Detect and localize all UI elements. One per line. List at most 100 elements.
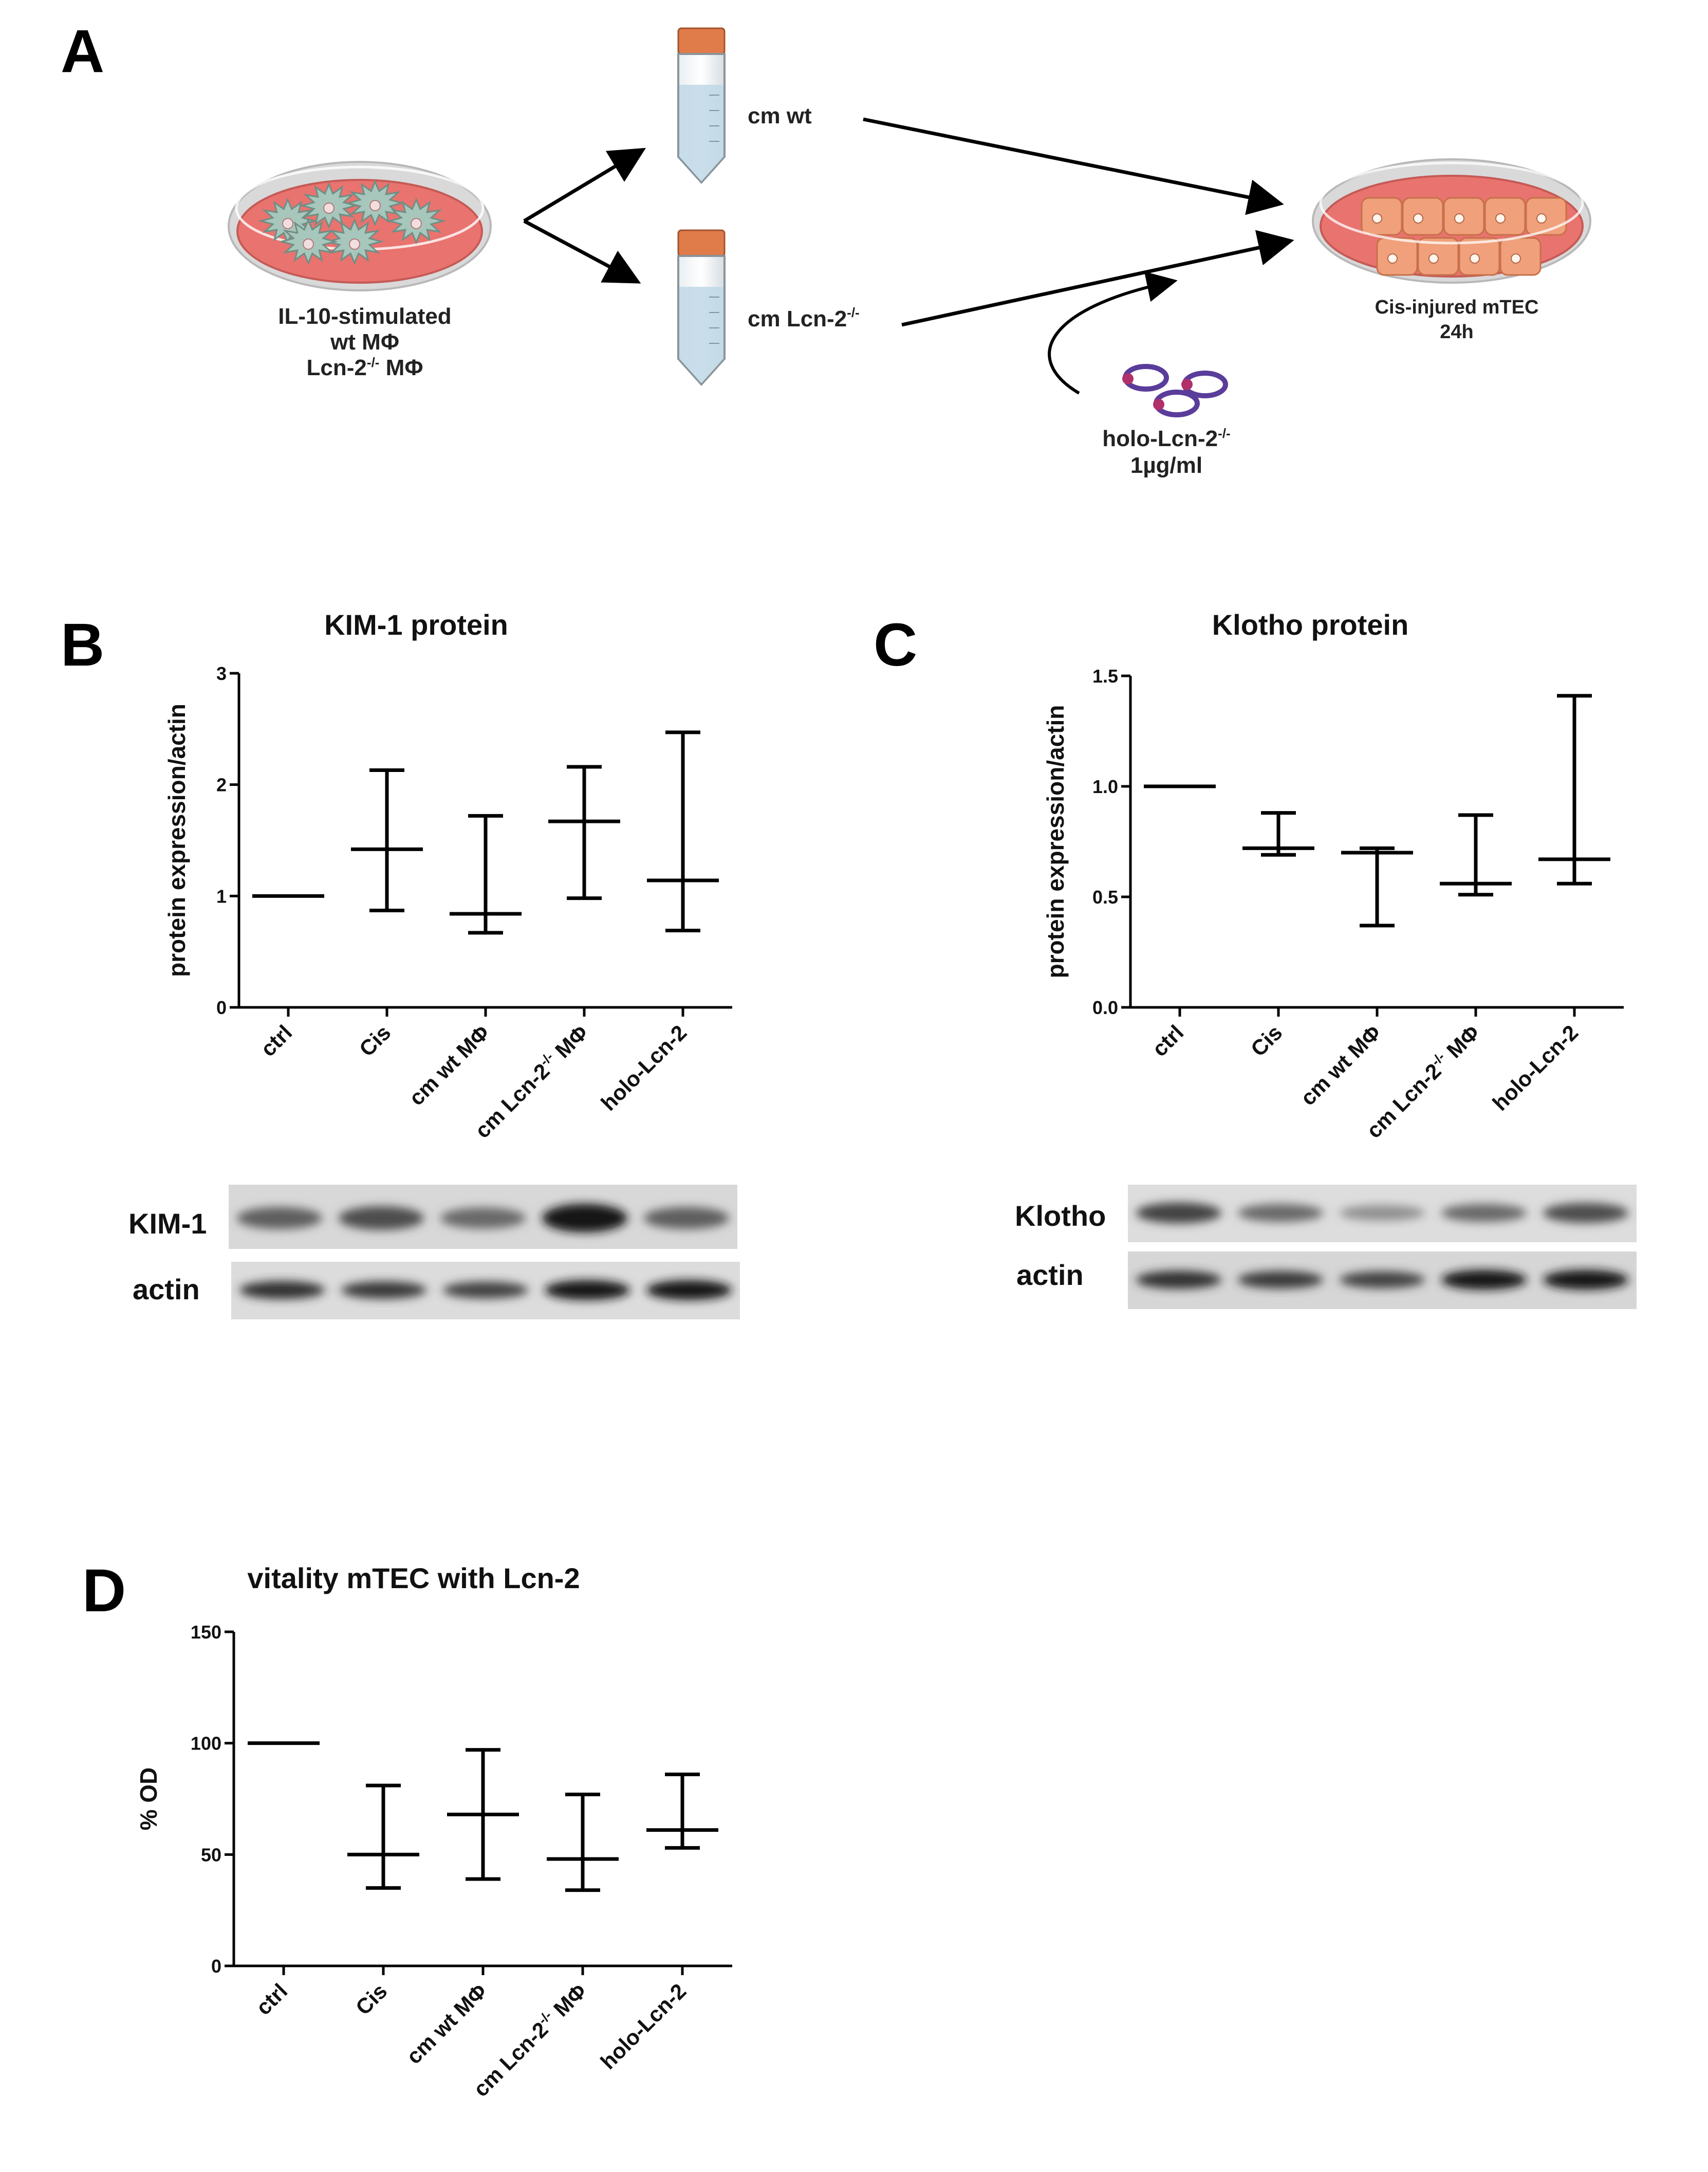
blot-kim1-actin-label: actin (133, 1273, 200, 1305)
panel-letter-b: B (61, 611, 104, 679)
y-tick-label: 3 (216, 663, 227, 684)
macrophage-label-line2: wt MΦ (330, 329, 399, 355)
y-tick-label: 1 (216, 886, 227, 907)
arrow-to-cm-wt (523, 148, 646, 223)
panel-letter-a: A (61, 17, 104, 85)
mtec-nucleus (1387, 253, 1398, 264)
blot-klotho-actin-band (1441, 1269, 1527, 1290)
y-axis-label: protein expression/actin (1042, 705, 1069, 979)
blot-klotho: Klotho actin (1015, 1185, 1637, 1309)
mtec-nucleus (1511, 253, 1521, 264)
y-tick-label: 1.0 (1092, 776, 1118, 797)
mtec-cells (1361, 197, 1567, 276)
y-tick-label: 0.5 (1092, 887, 1118, 908)
panel-letter-c: C (874, 611, 917, 679)
y-tick-label: 0 (211, 1956, 221, 1977)
blot-klotho-bands (1136, 1202, 1629, 1290)
macrophage-nucleus (303, 238, 314, 250)
x-tick-label: holo-Lcn-2 (596, 1979, 691, 2074)
macrophage-label-line1: IL-10-stimulated (278, 304, 451, 329)
chart-klotho: Klotho protein protein expression/actin 0.… (1042, 609, 1624, 1143)
blot-klotho-actin-band (1543, 1269, 1629, 1290)
blot-klotho-actin-band (1237, 1271, 1324, 1289)
x-tick-label: Cis (355, 1020, 395, 1061)
x-tick-label: cm wt MΦ (402, 1979, 492, 2069)
y-tick-label: 50 (201, 1844, 221, 1865)
blot-klotho-label: Klotho (1015, 1200, 1106, 1232)
blot-kim1: KIM-1 actin (128, 1185, 740, 1319)
macrophage-cells (258, 179, 446, 265)
x-tick-label: cm wt MΦ (1296, 1020, 1386, 1110)
blot-klotho-actin-band (1136, 1271, 1222, 1289)
mtec-nucleus (1413, 213, 1423, 224)
macrophage-label-line3: Lcn-2-/- MΦ (307, 355, 423, 380)
panel-a: A IL-10-stimulated wt MΦ Lcn-2-/- MΦ cm … (61, 17, 1591, 478)
blot-kim1-band (236, 1207, 323, 1229)
blot-kim1-actin-band (341, 1281, 427, 1299)
macrophage-dish (228, 161, 492, 291)
x-tick-label: holo-Lcn-2 (1488, 1020, 1583, 1115)
mtec-nucleus (1428, 253, 1439, 264)
blot-klotho-band (1441, 1204, 1527, 1222)
mtec-nucleus (1454, 213, 1464, 224)
blot-kim1-band (338, 1206, 424, 1230)
macrophage-nucleus (349, 238, 360, 250)
blot-klotho-band (1136, 1202, 1222, 1224)
blot-kim1-actin-band (239, 1281, 325, 1299)
macrophage-nucleus (323, 203, 335, 214)
chart-title: Klotho protein (1212, 609, 1409, 641)
panel-letter-d: D (82, 1557, 126, 1625)
y-tick-label: 0 (216, 997, 227, 1018)
x-tick-label: holo-Lcn-2 (596, 1020, 691, 1115)
arrow-holo-to-mtec (1048, 271, 1178, 395)
y-tick-label: 1.5 (1092, 666, 1118, 687)
arrow-cm-lcn-to-mtec (901, 230, 1294, 327)
x-tick-label: Cis (1246, 1020, 1287, 1061)
macrophage-nucleus (282, 218, 293, 229)
blot-klotho-band (1543, 1203, 1629, 1223)
blot-klotho-band (1339, 1205, 1425, 1221)
y-axis-label: % OD (135, 1768, 162, 1831)
mtec-nucleus (1372, 213, 1382, 224)
x-tick-label: ctrl (1147, 1020, 1188, 1061)
macrophage-nucleus (411, 218, 422, 229)
x-tick-label: Cis (351, 1979, 392, 2019)
blot-klotho-actin-band (1339, 1271, 1425, 1289)
tube-cm-lcn (677, 229, 726, 386)
blot-kim1-band (542, 1204, 628, 1232)
chart-kim1: KIM-1 protein protein expression/actin 0 1 2… (163, 609, 732, 1143)
holo-lcn-label: holo-Lcn-2-/- (1102, 426, 1230, 451)
chart-vitality: vitality mTEC with Lcn-2 % OD 0 50 100 150 ctr… (135, 1562, 732, 2101)
x-tick-label: ctrl (251, 1979, 292, 2019)
arrow-cm-wt-to-mtec (863, 117, 1284, 215)
blot-kim1-band (440, 1207, 526, 1229)
mtec-nucleus (1536, 213, 1547, 224)
tube-cm-wt (677, 27, 726, 184)
cm-wt-label: cm wt (748, 103, 812, 128)
y-tick-label: 100 (191, 1733, 221, 1754)
chart-title: vitality mTEC with Lcn-2 (247, 1562, 580, 1594)
y-tick-label: 2 (216, 775, 227, 796)
mtec-dish (1312, 158, 1591, 284)
cm-lcn-label: cm Lcn-2-/- (748, 305, 860, 332)
mtec-label-line1: Cis-injured mTEC (1375, 297, 1539, 318)
holo-lcn-dose: 1µg/ml (1130, 453, 1202, 478)
y-axis-label: protein expression/actin (163, 704, 190, 977)
mtec-nucleus (1470, 253, 1480, 264)
blot-kim1-actin-band (544, 1280, 630, 1300)
arrow-to-cm-lcn (523, 219, 641, 284)
mtec-label-line2: 24h (1440, 321, 1473, 343)
y-tick-label: 0.0 (1092, 997, 1118, 1018)
blot-kim1-band (643, 1207, 730, 1229)
blot-klotho-actin-label: actin (1016, 1259, 1084, 1291)
chart-title: KIM-1 protein (324, 609, 508, 641)
mtec-nucleus (1495, 213, 1506, 224)
blot-kim1-actin-band (442, 1281, 529, 1299)
x-tick-label: ctrl (256, 1020, 296, 1061)
x-tick-label: cm wt MΦ (404, 1020, 494, 1110)
blot-kim1-bands (236, 1204, 732, 1300)
blot-kim1-label: KIM-1 (128, 1207, 207, 1240)
blot-kim1-actin-band (646, 1280, 732, 1300)
y-tick-label: 150 (191, 1622, 221, 1643)
